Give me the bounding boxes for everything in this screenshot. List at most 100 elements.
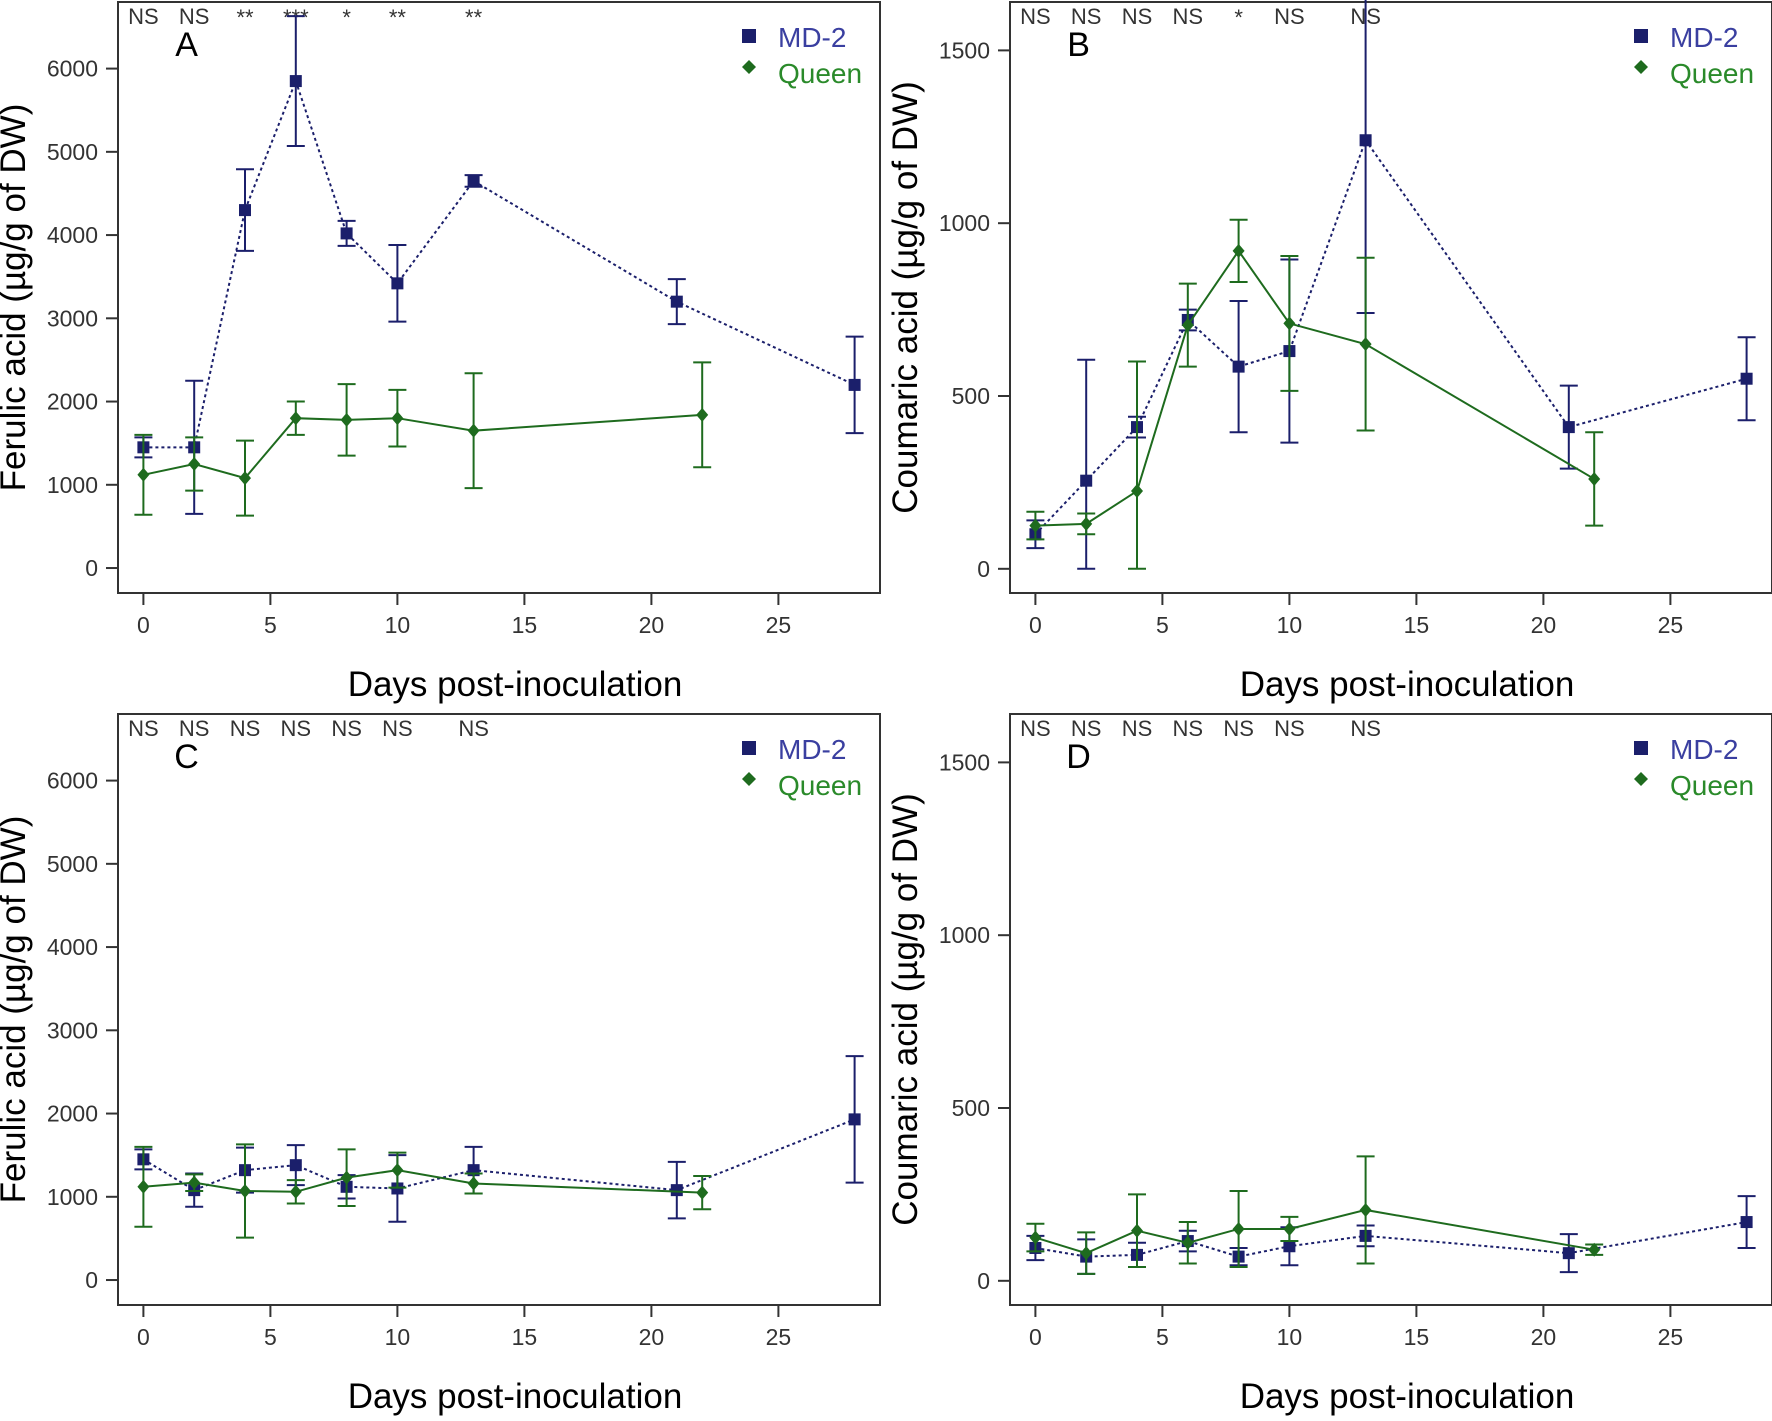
x-tick-label: 0 bbox=[137, 612, 150, 638]
significance-label: NS bbox=[1274, 716, 1305, 741]
y-axis-title: Coumaric acid (µg/g of DW) bbox=[886, 793, 925, 1226]
series-queen bbox=[1026, 1155, 1604, 1275]
x-tick-label: 10 bbox=[1277, 1324, 1303, 1350]
legend: MD-2 Queen bbox=[1634, 734, 1754, 801]
y-tick-label: 500 bbox=[952, 383, 990, 409]
data-point-queen bbox=[1588, 1242, 1601, 1257]
legend-marker-md2 bbox=[1634, 741, 1648, 755]
x-axis-title: Days post-inoculation bbox=[348, 1377, 683, 1416]
y-tick-label: 6000 bbox=[47, 768, 98, 794]
data-point-queen bbox=[239, 1183, 251, 1198]
legend: MD-2 Queen bbox=[742, 734, 862, 801]
panel-letter: B bbox=[1067, 26, 1090, 64]
data-point-md2 bbox=[289, 75, 302, 88]
significance-label: NS bbox=[1122, 716, 1153, 741]
legend-marker-md2 bbox=[1634, 29, 1648, 43]
y-tick-label: 1000 bbox=[939, 922, 990, 948]
data-point-queen bbox=[289, 1184, 302, 1199]
y-tick-label: 0 bbox=[977, 556, 990, 582]
data-point-queen bbox=[188, 1175, 201, 1190]
data-point-queen bbox=[391, 1163, 404, 1178]
data-point-queen bbox=[1283, 316, 1296, 331]
y-tick-label: 1000 bbox=[47, 472, 98, 498]
y-tick-label: 500 bbox=[952, 1095, 990, 1121]
x-tick-label: 15 bbox=[512, 612, 538, 638]
legend-label-queen: Queen bbox=[1670, 770, 1754, 801]
significance-label: NS bbox=[128, 716, 159, 741]
x-tick-label: 20 bbox=[639, 1324, 665, 1350]
x-tick-label: 5 bbox=[1156, 612, 1169, 638]
x-tick-label: 20 bbox=[1531, 1324, 1557, 1350]
x-tick-label: 0 bbox=[1029, 1324, 1042, 1350]
series-md2 bbox=[134, 1055, 864, 1223]
significance-label: * bbox=[1234, 5, 1243, 30]
significance-label: NS bbox=[1173, 716, 1204, 741]
data-point-queen bbox=[1181, 318, 1194, 333]
series-line-md2 bbox=[143, 78, 856, 449]
data-point-queen bbox=[340, 412, 353, 427]
x-tick-label: 20 bbox=[639, 612, 665, 638]
data-point-queen bbox=[239, 471, 251, 486]
series-line-md2 bbox=[1034, 138, 1747, 535]
data-point-queen bbox=[1232, 243, 1245, 258]
significance-label: NS bbox=[281, 716, 312, 741]
data-point-md2 bbox=[1562, 421, 1575, 434]
panel-letter: A bbox=[175, 26, 198, 64]
significance-label: ** bbox=[236, 5, 254, 30]
y-axis-title: Ferulic acid (µg/g of DW) bbox=[0, 104, 33, 492]
legend-marker-md2 bbox=[742, 29, 756, 43]
legend-label-md2: MD-2 bbox=[1670, 22, 1738, 53]
data-point-queen bbox=[1359, 1202, 1372, 1217]
y-tick-label: 4000 bbox=[47, 934, 98, 960]
significance-label: NS bbox=[179, 4, 210, 29]
y-tick-label: 0 bbox=[85, 1267, 98, 1293]
data-point-md2 bbox=[1283, 1240, 1296, 1253]
y-tick-label: 2000 bbox=[47, 1101, 98, 1127]
data-point-md2 bbox=[1740, 372, 1753, 385]
significance-label: NS bbox=[1020, 716, 1051, 741]
significance-label: NS bbox=[1020, 4, 1051, 29]
data-point-md2 bbox=[391, 277, 404, 290]
legend-label-md2: MD-2 bbox=[778, 22, 846, 53]
data-point-queen bbox=[467, 423, 480, 438]
significance-label: NS bbox=[1122, 4, 1153, 29]
data-point-md2 bbox=[340, 227, 353, 240]
data-point-queen bbox=[1029, 518, 1042, 533]
y-tick-label: 3000 bbox=[47, 305, 98, 331]
series-queen bbox=[134, 361, 712, 517]
y-tick-label: 1500 bbox=[939, 37, 990, 63]
data-point-md2 bbox=[1080, 474, 1093, 487]
data-point-md2 bbox=[670, 1184, 683, 1197]
legend-marker-queen bbox=[1634, 772, 1648, 786]
data-point-md2 bbox=[1232, 360, 1245, 373]
panel-letter: C bbox=[174, 738, 199, 776]
data-point-queen bbox=[1080, 1246, 1093, 1261]
data-point-queen bbox=[1181, 1235, 1194, 1250]
data-point-queen bbox=[1029, 1230, 1042, 1245]
significance-label: ** bbox=[465, 5, 483, 30]
data-point-queen bbox=[340, 1170, 353, 1185]
x-tick-label: 5 bbox=[264, 612, 277, 638]
data-point-queen bbox=[696, 407, 709, 422]
significance-label: NS bbox=[1274, 4, 1305, 29]
significance-label: NS bbox=[1350, 716, 1381, 741]
significance-label: NS bbox=[1173, 4, 1204, 29]
panel-letter: D bbox=[1066, 738, 1091, 776]
significance-label: NS bbox=[458, 716, 489, 741]
data-point-queen bbox=[467, 1176, 480, 1191]
y-axis-title: Coumaric acid (µg/g of DW) bbox=[886, 81, 925, 514]
data-point-md2 bbox=[467, 174, 480, 187]
x-tick-label: 5 bbox=[264, 1324, 277, 1350]
series-line-queen bbox=[1035, 1208, 1595, 1255]
series-line-queen bbox=[143, 413, 703, 480]
x-tick-label: 25 bbox=[1658, 612, 1684, 638]
y-tick-label: 5000 bbox=[47, 139, 98, 165]
y-tick-label: 3000 bbox=[47, 1017, 98, 1043]
x-tick-label: 15 bbox=[1404, 1324, 1430, 1350]
series-line-queen bbox=[1035, 249, 1595, 527]
data-point-queen bbox=[391, 411, 404, 426]
data-point-md2 bbox=[848, 1113, 861, 1126]
chart-panel-b: 0 5 10 15 20 25 0 500 1000 1500 Days post-inoculat… bbox=[886, 0, 1772, 704]
chart-panel-d: 0 5 10 15 20 25 0 500 1000 1500 Days post-inoculat… bbox=[886, 713, 1772, 1416]
